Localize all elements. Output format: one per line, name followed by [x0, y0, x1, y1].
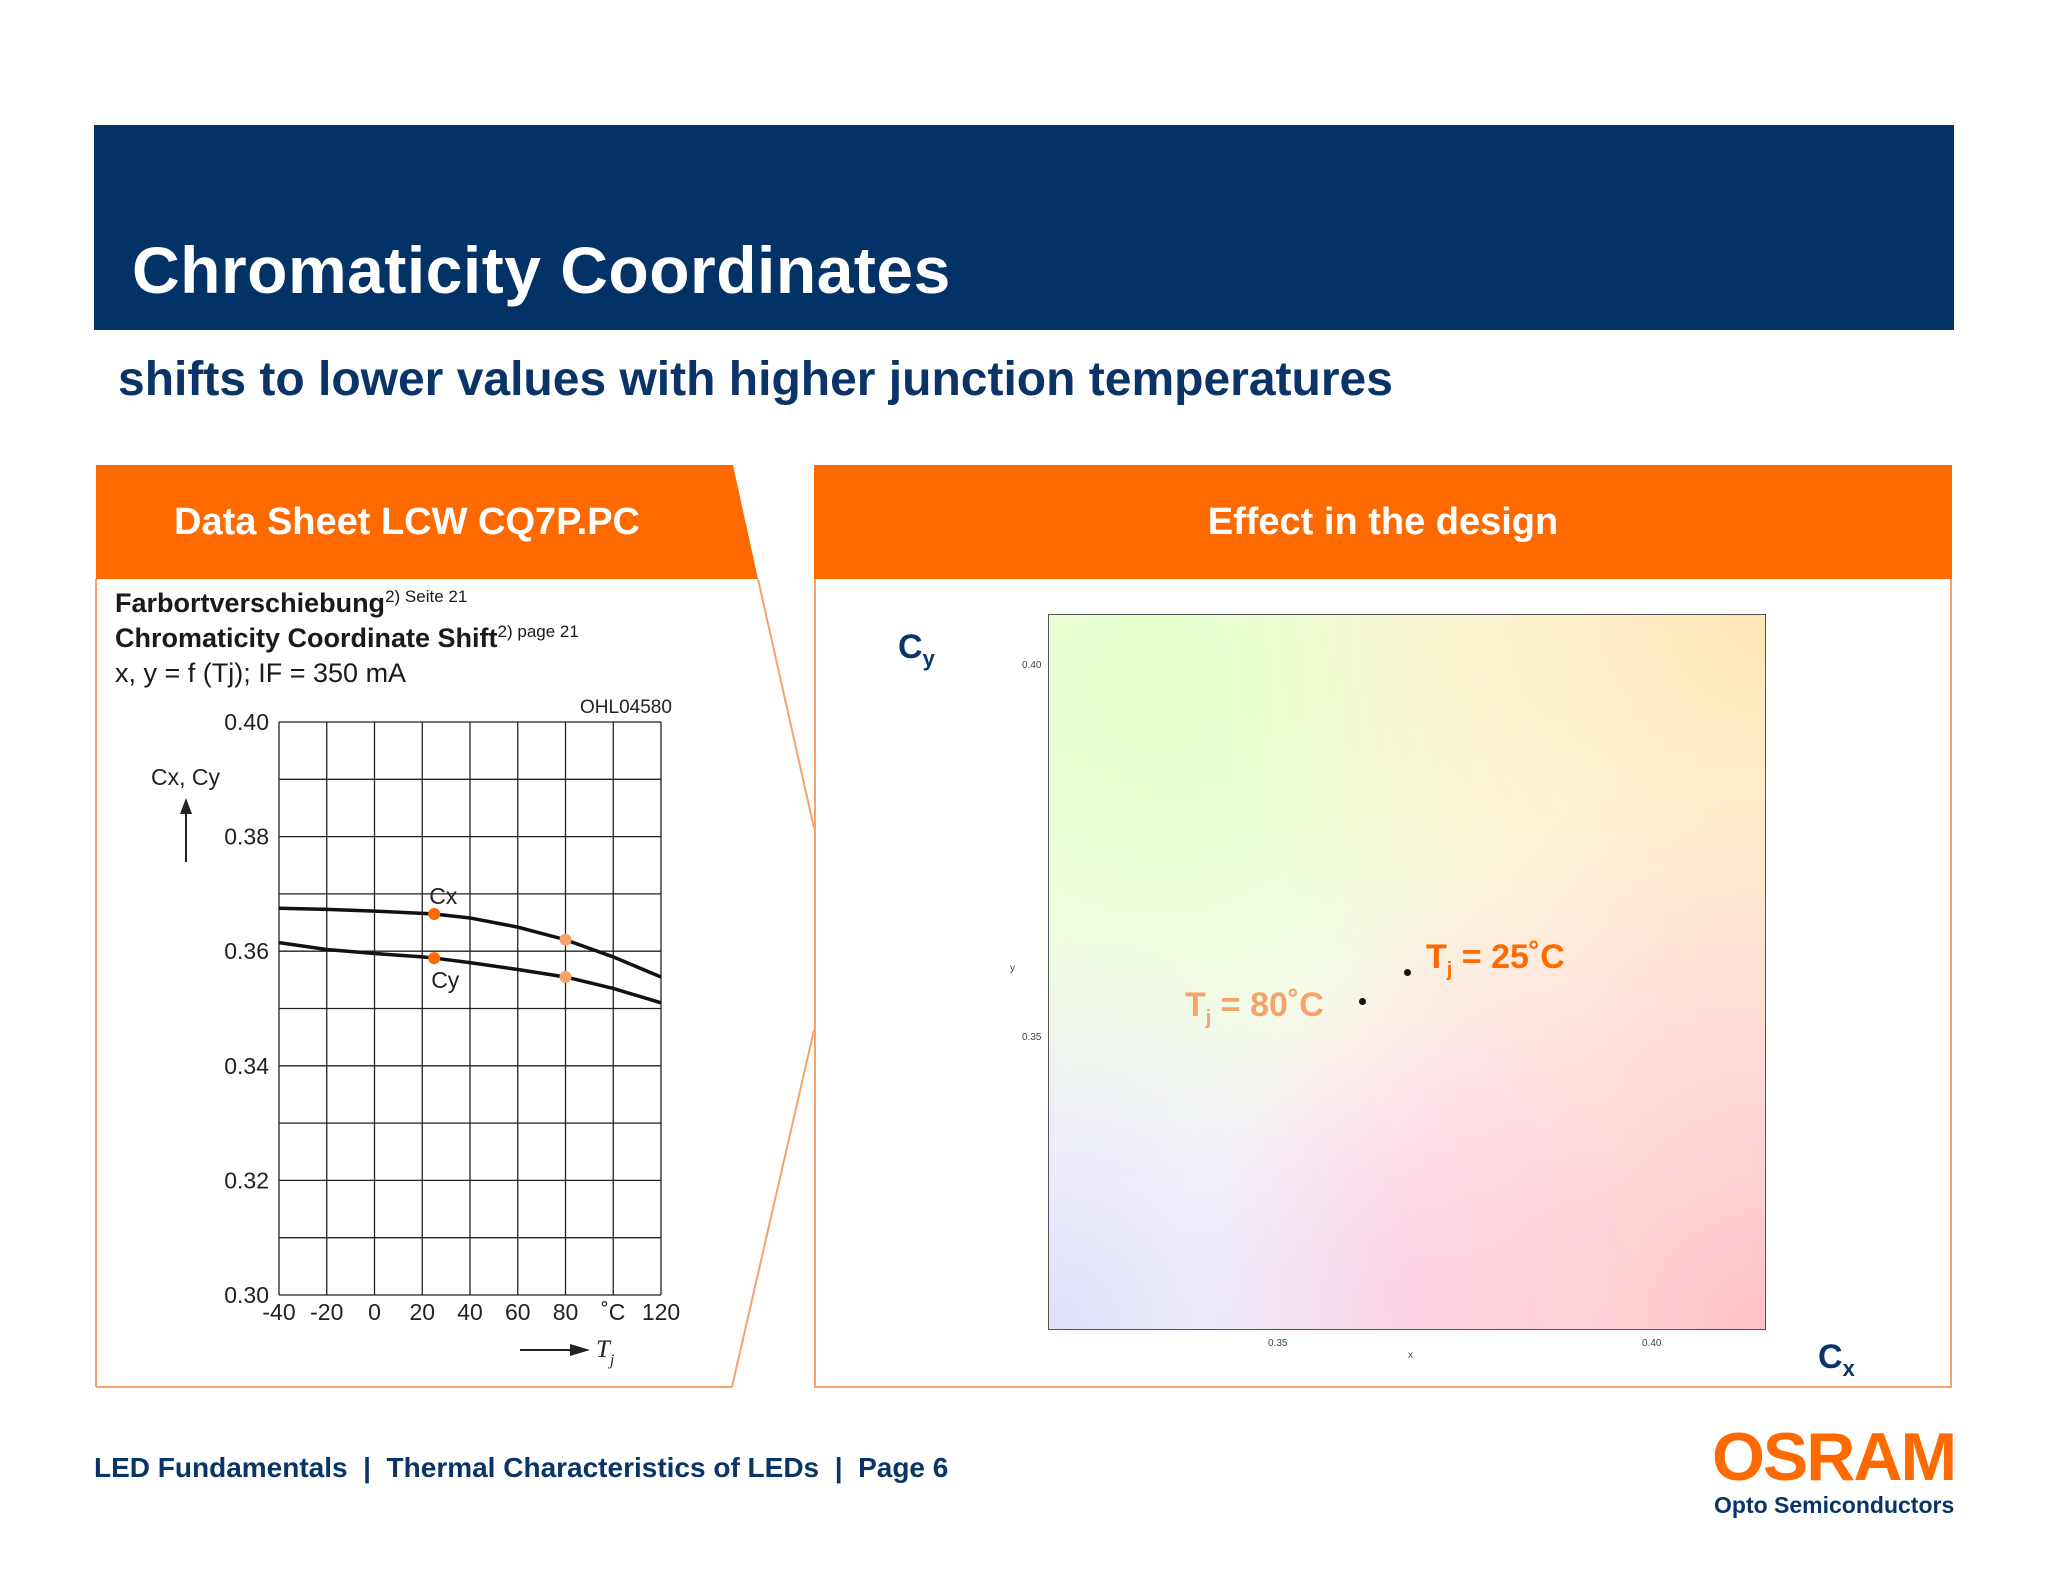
x-axis-arrowhead	[570, 1344, 590, 1356]
plot-y-tick-040: 0.40	[1022, 660, 1042, 671]
datasheet-line-english: Chromaticity Coordinate Shift2) page 21	[115, 622, 579, 653]
x-tick-label: 40	[457, 1299, 483, 1325]
plot-y-tick-035: 0.35	[1022, 1032, 1042, 1043]
x-axis-label: Tj	[596, 1336, 615, 1369]
x-tick-label: -40	[262, 1299, 295, 1325]
y-tick-label: 0.38	[224, 824, 269, 850]
series-label-cy: Cy	[431, 967, 460, 993]
design-heading-text: Effect in the design	[1207, 500, 1559, 543]
page-subtitle: shifts to lower values with higher junct…	[118, 353, 1393, 406]
marker-cx-25	[428, 907, 441, 920]
label-tj-25: Tj = 25˚C	[1426, 938, 1565, 981]
x-axis-label-sub: j	[608, 1352, 615, 1369]
y-axis-arrowhead	[180, 798, 192, 814]
datasheet-doc-code: OHL04580	[580, 697, 672, 718]
footer-breadcrumb: LED Fundamentals | Thermal Characteristi…	[94, 1452, 949, 1483]
plot-x-tick-035: 0.35	[1268, 1338, 1288, 1349]
x-tick-label: 120	[642, 1299, 680, 1325]
datasheet-condition: x, y = f (Tj); IF = 350 mA	[115, 658, 407, 688]
osram-tagline: Opto Semiconductors	[1714, 1492, 1955, 1518]
y-axis-label: Cx, Cy	[151, 764, 221, 790]
plot-y-axis-label: y	[1010, 963, 1015, 974]
osram-logo: OSRAM	[1712, 1419, 1957, 1495]
series-label-cx: Cx	[429, 883, 458, 909]
datasheet-line-german: Farbortverschiebung2) Seite 21	[115, 587, 468, 618]
y-tick-label: 0.34	[224, 1053, 269, 1079]
title-banner	[94, 125, 1954, 330]
point-tj-80	[1359, 998, 1366, 1005]
series-line-cx	[278, 906, 662, 979]
page-title: Chromaticity Coordinates	[132, 233, 951, 307]
plot-x-tick-040: 0.40	[1642, 1338, 1662, 1349]
marker-cx-80	[559, 933, 572, 946]
marker-cy-80	[559, 970, 572, 983]
y-tick-label: 0.32	[224, 1167, 269, 1193]
series-line-cy	[278, 940, 662, 1005]
label-tj-80: Tj = 80˚C	[1185, 986, 1324, 1029]
x-tick-label: ˚C	[601, 1299, 625, 1325]
y-tick-label: 0.36	[224, 938, 269, 964]
datasheet-heading-text: Data Sheet LCW CQ7P.PC	[174, 500, 640, 543]
y-tick-label: 0.30	[224, 1282, 269, 1308]
x-tick-label: 80	[553, 1299, 579, 1325]
x-tick-label: 60	[505, 1299, 531, 1325]
y-tick-label: 0.40	[224, 709, 269, 735]
datasheet-panel-heading: Data Sheet LCW CQ7P.PC	[96, 465, 758, 579]
cx-axis-label: Cx	[1818, 1338, 1855, 1381]
x-tick-label: 20	[409, 1299, 435, 1325]
marker-cy-25	[428, 952, 441, 965]
x-tick-label: -20	[310, 1299, 343, 1325]
design-panel-heading: Effect in the design	[814, 465, 1952, 579]
cy-axis-label: Cy	[898, 628, 935, 671]
plot-x-axis-label: x	[1408, 1350, 1413, 1361]
point-tj-25	[1404, 969, 1411, 976]
x-tick-label: 0	[368, 1299, 381, 1325]
